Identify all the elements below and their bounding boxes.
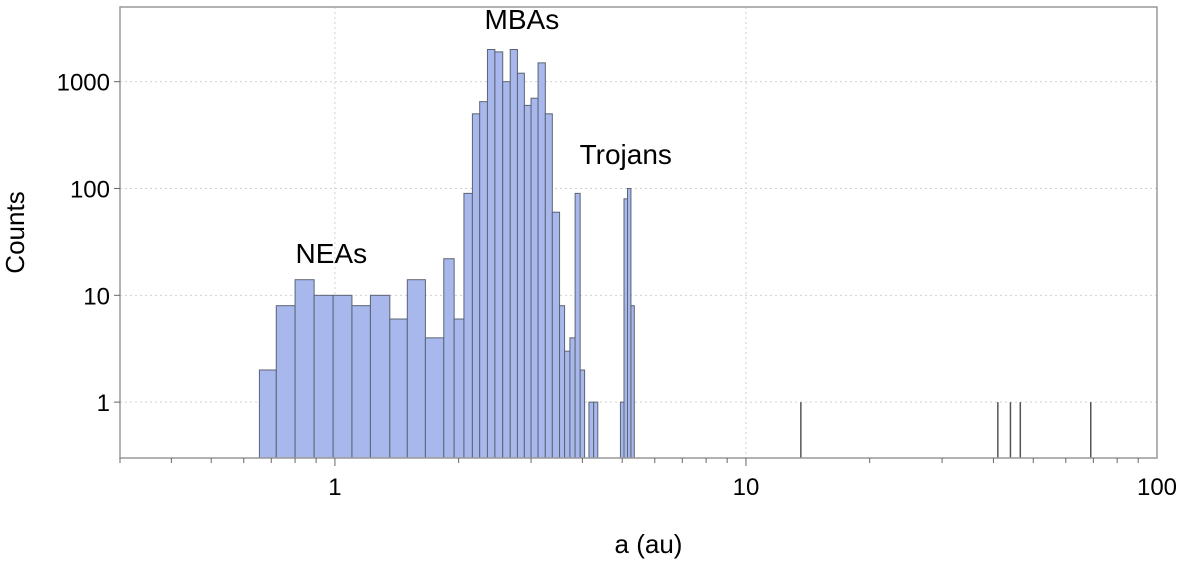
x-tick-label: 10 (733, 474, 760, 501)
histogram-bar (630, 305, 635, 459)
histogram-bar (569, 337, 576, 459)
histogram-bar (389, 318, 408, 459)
histogram-bar (463, 192, 473, 459)
y-tick-label: 10 (83, 283, 110, 310)
histogram-bar (544, 113, 553, 459)
annotations: NEAs MBAs Trojans (296, 4, 672, 269)
histogram-bar (471, 113, 481, 459)
histogram-bar (486, 49, 496, 459)
histogram-bar (351, 305, 371, 459)
histogram-bar (537, 62, 546, 459)
spikes (800, 402, 1092, 458)
histogram-bar (294, 279, 315, 459)
histogram-bar (502, 81, 511, 459)
histogram-bar (332, 294, 353, 459)
histogram-bar (619, 401, 625, 459)
histogram-bar (443, 258, 455, 459)
histogram-bar (424, 337, 445, 459)
histogram-bar (258, 369, 277, 459)
histogram-bar (530, 97, 539, 459)
histogram-bar (579, 369, 586, 459)
histogram-bar (313, 294, 334, 459)
histogram-bar (564, 350, 571, 459)
y-tick-label: 1 (97, 390, 110, 417)
histogram-bar (369, 294, 391, 459)
x-tick-label: 100 (1137, 474, 1177, 501)
plot-frame (119, 6, 1158, 459)
histogram-bar (523, 104, 532, 459)
histogram-bar (623, 198, 629, 459)
x-axis-title: a (au) (615, 529, 683, 559)
histogram-bar (551, 211, 561, 459)
histogram-bar (627, 187, 632, 459)
region-annotation: MBAs (485, 4, 560, 35)
histogram-bar (516, 72, 525, 459)
region-annotation: NEAs (296, 238, 368, 269)
ticks: 1 10 100 1 10 100 1000 (57, 70, 1177, 501)
y-axis-title: Counts (0, 191, 30, 273)
x-tick-label: 1 (328, 474, 341, 501)
histogram-bar (494, 51, 504, 459)
histogram-bar (593, 401, 599, 459)
histogram-bar (406, 279, 426, 459)
histogram-bar (479, 101, 488, 459)
histogram-bar (574, 192, 581, 459)
histogram-bar (275, 305, 296, 459)
histogram-bar (559, 305, 566, 459)
y-tick-label: 1000 (57, 70, 110, 97)
region-annotation: Trojans (580, 139, 672, 170)
histogram-bar (453, 318, 465, 459)
histogram-bar (509, 49, 518, 459)
y-tick-label: 100 (70, 176, 110, 203)
histogram-bar (588, 401, 595, 459)
